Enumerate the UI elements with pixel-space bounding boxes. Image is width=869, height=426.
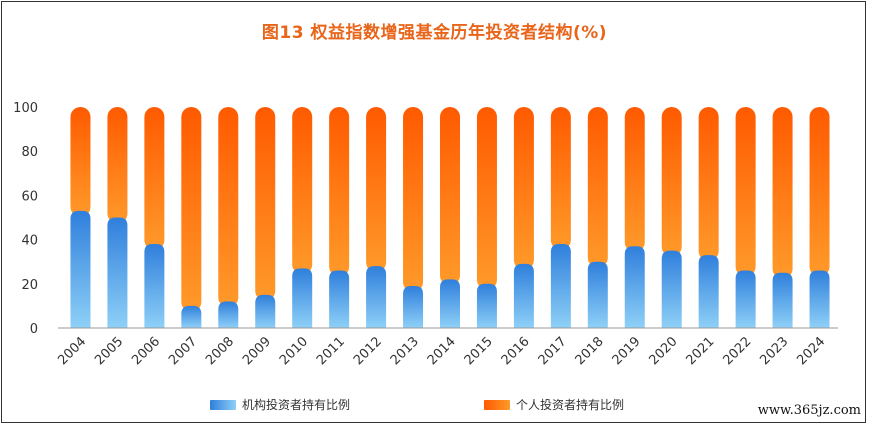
y-tick-label: 60 [21, 189, 38, 204]
chart-title: 图13 权益指数增强基金历年投资者结构(%) [261, 23, 608, 43]
bar-individual-2015 [476, 107, 497, 290]
bar-individual-2009 [255, 107, 276, 301]
x-tick-label: 2017 [536, 334, 570, 368]
x-tick-label: 2008 [203, 334, 237, 368]
bar-institutional-2012 [366, 266, 387, 328]
bar-institutional-2020 [661, 250, 682, 328]
bar-institutional-2004 [70, 210, 91, 328]
bar-individual-2006 [144, 107, 165, 251]
y-tick-label: 0 [30, 322, 38, 337]
bar-individual-2004 [70, 107, 91, 217]
bar-individual-2022 [735, 107, 756, 277]
bar-institutional-2015 [476, 283, 497, 328]
legend-label-institutional: 机构投资者持有比例 [242, 398, 351, 412]
bar-individual-2008 [218, 107, 239, 308]
x-tick-label: 2014 [425, 334, 459, 368]
bar-individual-2005 [107, 107, 128, 224]
x-tick-label: 2019 [610, 334, 644, 368]
x-tick-label: 2013 [388, 334, 422, 368]
y-tick-label: 80 [21, 145, 38, 160]
bar-institutional-2017 [550, 244, 571, 328]
bar-individual-2017 [550, 107, 571, 251]
bar-individual-2011 [329, 107, 350, 277]
y-tick-label: 20 [21, 278, 38, 293]
bar-institutional-2006 [144, 244, 165, 328]
bar-individual-2012 [366, 107, 387, 273]
x-tick-label: 2023 [757, 334, 791, 368]
bar-institutional-2019 [624, 246, 645, 328]
legend-label-individual: 个人投资者持有比例 [516, 398, 625, 412]
x-tick-label: 2022 [720, 334, 754, 368]
bar-institutional-2024 [809, 270, 830, 328]
y-axis: 0 20 40 60 80 100 [13, 101, 38, 337]
bar-individual-2013 [403, 107, 424, 293]
bar-individual-2019 [624, 107, 645, 253]
x-tick-label: 2005 [92, 334, 126, 368]
bar-institutional-2011 [329, 270, 350, 328]
bar-institutional-2007 [181, 305, 202, 328]
x-tick-label: 2010 [277, 334, 311, 368]
x-tick-label: 2009 [240, 334, 274, 368]
x-tick-label: 2016 [499, 334, 533, 368]
bar-individual-2016 [513, 107, 534, 270]
bar-individual-2023 [772, 107, 793, 279]
x-tick-label: 2006 [129, 334, 163, 368]
bars-group [70, 107, 830, 328]
x-tick-label: 2018 [573, 334, 607, 368]
bar-institutional-2023 [772, 272, 793, 328]
legend-item-institutional: 机构投资者持有比例 [210, 396, 350, 413]
bar-institutional-2009 [255, 294, 276, 328]
bar-institutional-2018 [587, 261, 608, 328]
bar-institutional-2016 [513, 263, 534, 328]
x-tick-label: 2015 [462, 334, 496, 368]
bar-institutional-2008 [218, 301, 239, 328]
y-tick-label: 100 [13, 101, 38, 116]
bar-individual-2007 [181, 107, 202, 312]
x-axis: 2004 2005 2006 2007 2008 2009 2010 2011 2012 2013… [55, 327, 838, 368]
bar-individual-2010 [292, 107, 313, 275]
bar-individual-2014 [440, 107, 460, 286]
bar-individual-2024 [809, 107, 830, 277]
bar-institutional-2013 [403, 286, 424, 328]
x-tick-label: 2012 [351, 334, 385, 368]
x-tick-label: 2020 [647, 334, 681, 368]
legend-item-individual: 个人投资者持有比例 [484, 396, 624, 413]
y-tick-label: 40 [21, 234, 38, 249]
watermark: www.365jz.com [757, 403, 861, 418]
bar-individual-2018 [587, 107, 608, 268]
bar-institutional-2005 [107, 217, 128, 328]
bar-institutional-2014 [440, 279, 460, 328]
x-tick-label: 2011 [314, 334, 348, 368]
x-tick-label: 2004 [55, 334, 89, 368]
bar-institutional-2010 [292, 268, 313, 328]
legend-swatch-institutional [210, 399, 236, 410]
legend-swatch-individual [484, 399, 510, 410]
x-tick-label: 2007 [166, 334, 200, 368]
bar-institutional-2022 [735, 270, 756, 328]
bar-institutional-2021 [698, 255, 719, 328]
bar-individual-2021 [698, 107, 719, 262]
x-tick-label: 2021 [683, 334, 717, 368]
x-tick-label: 2024 [794, 334, 828, 368]
bar-individual-2020 [661, 107, 682, 257]
